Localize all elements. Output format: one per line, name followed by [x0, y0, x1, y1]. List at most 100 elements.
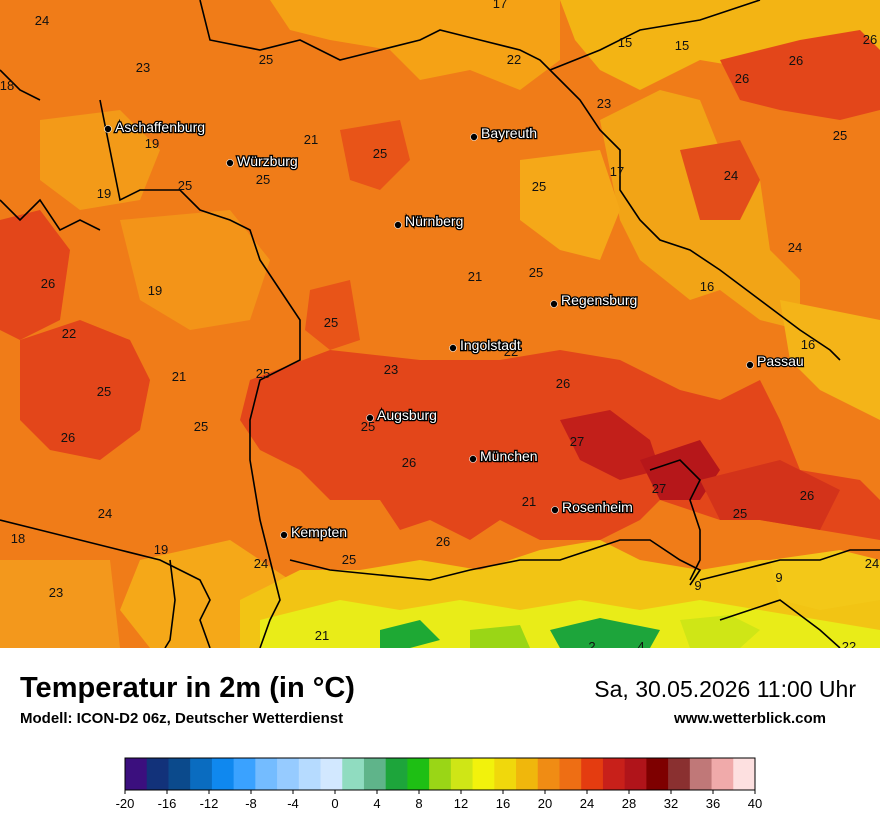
legend-swatch: [668, 758, 691, 790]
map-footer: Temperatur in 2m (in °C) Modell: ICON-D2…: [0, 648, 880, 830]
legend-swatch: [255, 758, 278, 790]
temp-label: 24: [35, 13, 49, 28]
temp-label: 26: [436, 534, 450, 549]
legend-swatch: [363, 758, 387, 790]
hot-zones: [0, 30, 880, 540]
legend-swatch: [429, 758, 452, 790]
temp-label: 25: [256, 366, 270, 381]
temp-label: 4: [637, 639, 644, 648]
legend-swatch: [211, 758, 235, 790]
legend-swatch: [277, 758, 300, 790]
temp-label: 26: [556, 376, 570, 391]
temp-label: 15: [675, 38, 689, 53]
temp-label: 23: [136, 60, 150, 75]
temp-label: 24: [788, 240, 802, 255]
temp-label: 22: [842, 639, 856, 648]
temp-label: 19: [148, 283, 162, 298]
legend-swatch: [190, 758, 213, 790]
city-label: Kempten: [291, 524, 347, 540]
legend-swatch: [342, 758, 365, 790]
legend-swatches: [124, 757, 756, 791]
legend-tick-label: 16: [496, 796, 510, 811]
temp-label: 9: [694, 578, 701, 593]
temp-label: 25: [373, 146, 387, 161]
legend-tick-label: 0: [331, 796, 338, 811]
temp-label: 21: [172, 369, 186, 384]
city-bayreuth: Bayreuth: [470, 124, 538, 142]
city-label: Augsburg: [377, 407, 437, 423]
temp-label: 26: [789, 53, 803, 68]
map-background: [0, 0, 880, 648]
temp-label: 22: [62, 326, 76, 341]
legend-tick-label: 4: [373, 796, 380, 811]
temp-label: 21: [315, 628, 329, 643]
temp-label: 25: [259, 52, 273, 67]
temp-label: 25: [361, 419, 375, 434]
city-rosenheim: Rosenheim: [551, 498, 634, 516]
temp-label: 9: [775, 570, 782, 585]
temp-label: 18: [11, 531, 25, 546]
city-regensburg: Regensburg: [550, 291, 639, 309]
legend-tick-label: 32: [664, 796, 678, 811]
color-legend: -20 -16 -12 -8 -4 0 4 8 12 16 20 24 28 32 36 40: [116, 757, 762, 811]
city-nuernberg: Nürnberg: [394, 212, 465, 230]
legend-swatch: [298, 758, 322, 790]
legend-tick-label: -4: [287, 796, 299, 811]
temp-label: 23: [49, 585, 63, 600]
temp-label: 21: [304, 132, 318, 147]
legend-tick-label: 8: [415, 796, 422, 811]
temp-label: 16: [700, 279, 714, 294]
temp-label: 26: [41, 276, 55, 291]
legend-swatch: [320, 758, 343, 790]
temp-label: 27: [652, 481, 666, 496]
legend-swatch: [407, 758, 430, 790]
temp-label: 25: [178, 178, 192, 193]
city-wuerzburg: Würzburg: [226, 152, 299, 170]
legend-ticks: -20 -16 -12 -8 -4 0 4 8 12 16 20 24 28 32 36 40: [116, 790, 762, 811]
legend-swatch: [168, 758, 191, 790]
city-label: Passau: [757, 353, 804, 369]
legend-swatch: [233, 758, 256, 790]
legend-tick-label: -12: [200, 796, 219, 811]
temp-label: 26: [863, 32, 877, 47]
city-label: Regensburg: [561, 292, 637, 308]
city-passau: Passau: [746, 352, 805, 370]
temp-label: 25: [324, 315, 338, 330]
city-label: Aschaffenburg: [115, 119, 205, 135]
temp-label: 27: [570, 434, 584, 449]
legend-tick-label: 12: [454, 796, 468, 811]
city-label: Rosenheim: [562, 499, 633, 515]
website-link[interactable]: www.wetterblick.com: [674, 710, 826, 727]
temp-label: 19: [154, 542, 168, 557]
temp-label: 17: [610, 164, 624, 179]
city-label: Nürnberg: [405, 213, 463, 229]
temp-label: 24: [254, 556, 268, 571]
forecast-datetime: Sa, 30.05.2026 11:00 Uhr: [594, 676, 856, 702]
temp-label: 25: [532, 179, 546, 194]
temperature-map: 24 23 25 17 22 15 15 26 26 26 18 19 21 2…: [0, 0, 880, 648]
temp-label: 23: [384, 362, 398, 377]
temp-label: 26: [402, 455, 416, 470]
legend-tick-label: 40: [748, 796, 762, 811]
legend-tick-label: 20: [538, 796, 552, 811]
legend-swatch: [581, 758, 604, 790]
legend-tick-label: -8: [245, 796, 257, 811]
temp-label: 26: [800, 488, 814, 503]
legend-swatch: [733, 758, 756, 790]
temp-label: 25: [194, 419, 208, 434]
legend-swatch: [146, 758, 169, 790]
temperature-labels: 24 23 25 17 22 15 15 26 26 26 18 19 21 2…: [0, 0, 879, 648]
legend-tick-label: -20: [116, 796, 135, 811]
temp-label: 26: [735, 71, 749, 86]
temp-label: 24: [724, 168, 738, 183]
legend-tick-label: 28: [622, 796, 636, 811]
city-label: München: [480, 448, 538, 464]
legend-swatch: [494, 758, 517, 790]
legend-swatch: [559, 758, 582, 790]
legend-swatch: [624, 758, 647, 790]
temp-label: 25: [529, 265, 543, 280]
city-label: Ingolstadt: [460, 337, 521, 353]
temp-label: 19: [97, 186, 111, 201]
temp-label: 23: [597, 96, 611, 111]
temp-label: 26: [61, 430, 75, 445]
